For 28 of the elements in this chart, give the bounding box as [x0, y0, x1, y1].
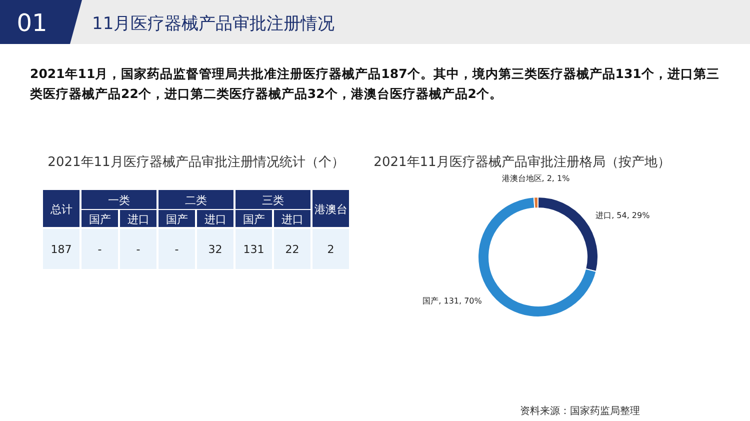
category-label: 国产 [166, 213, 188, 226]
text: 二类 [185, 194, 207, 207]
category-label: 港澳台 [314, 203, 348, 216]
text: - [174, 243, 179, 256]
category-label: 进口 [127, 213, 150, 226]
text: 2 [327, 243, 334, 256]
text: 资料来源：国家药监局整理 [520, 405, 640, 417]
slice-label: 进口, 54, 29% [596, 211, 650, 220]
category-label: 总计 [49, 203, 72, 216]
text: 11月医疗器械产品审批注册情况 [92, 14, 335, 34]
category-label: 进口 [281, 213, 304, 226]
text: 2021年11月医疗器械产品审批注册情况统计（个） [48, 154, 344, 170]
category-label: 进口 [204, 213, 226, 226]
category-label: 国产 [88, 213, 111, 226]
text: 32 [208, 243, 222, 256]
text: 187 [50, 243, 72, 256]
slice-label: 港澳台地区, 2, 1% [502, 174, 570, 184]
category-label: 国产 [242, 213, 265, 226]
text: 131 [243, 243, 264, 256]
text: 三类 [262, 194, 284, 207]
text: 一类 [108, 194, 130, 207]
text: - [98, 243, 102, 256]
slice-label: 国产, 131, 70% [422, 296, 482, 306]
chart-title: 2021年11月医疗器械产品审批注册格局（按产地） [374, 154, 670, 170]
text: 22 [285, 243, 300, 256]
text: 01 [16, 9, 48, 37]
text: 2021年11月，国家药品监督管理局共批准注册医疗器械产品187个。其中，境内第三类医疗器械产品131个，进口第三类医疗器械产品22个，进口第二类医疗器械产品32个，港澳台医疗器械产品2个。 [29, 66, 720, 101]
text: - [136, 243, 140, 256]
